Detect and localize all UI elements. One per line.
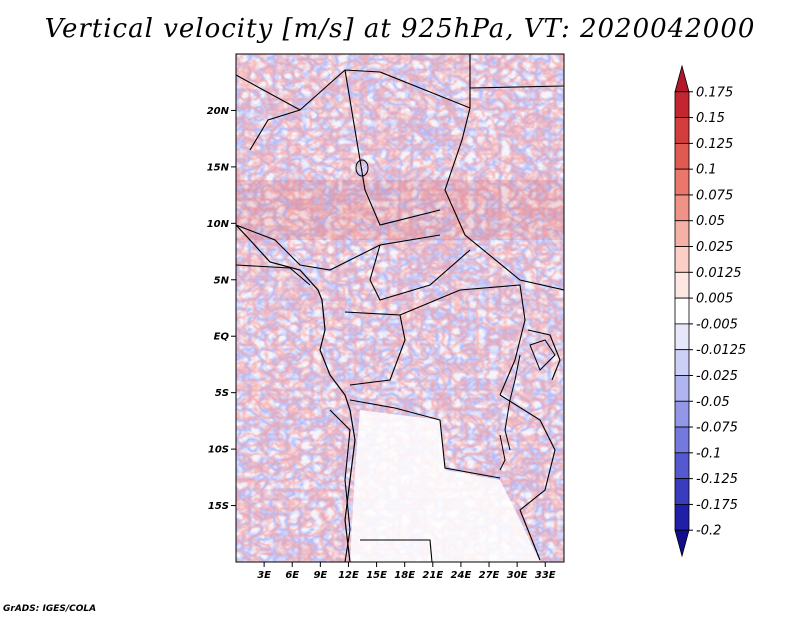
colorbar-swatch [674, 246, 690, 273]
colorbar-label: 0.125 [696, 137, 733, 152]
colorbar-label: 0.0125 [696, 266, 742, 281]
colorbar-swatch [674, 349, 690, 376]
calm-region [350, 410, 540, 562]
lon-tick-label: 30E [507, 570, 528, 581]
colorbar-label: -0.025 [696, 369, 738, 384]
lat-tick-label: 5S [215, 388, 229, 399]
map-title: Vertical velocity [m/s] at 925hPa, VT: 2… [44, 14, 756, 44]
lon-tick-label: 18E [394, 570, 415, 581]
country-borders [236, 54, 564, 562]
map-panel [235, 53, 565, 563]
map-frame [235, 53, 565, 563]
colorbar-swatch [674, 271, 690, 299]
lon-tick-label: 12E [338, 570, 359, 581]
coastline [236, 224, 356, 562]
colorbar-swatch [674, 426, 690, 454]
lat-tick-label: 5N [214, 275, 230, 286]
colorbar-label: 0.05 [696, 214, 725, 229]
colorbar-swatch [674, 297, 690, 325]
colorbar-swatch [674, 375, 690, 402]
latitude-axis: 20N 15N 10N 5N EQ 5S 10S 15S [207, 106, 236, 512]
colorbar-swatch [674, 194, 690, 222]
lon-tick-label: 9E [313, 570, 327, 581]
lat-tick-label: 10N [207, 219, 230, 230]
colorbar-label: -0.175 [696, 498, 738, 513]
colorbar-bottom-arrow [674, 529, 690, 558]
lon-tick-label: 24E [451, 570, 472, 581]
lakes [355, 159, 556, 471]
colorbar-swatch [674, 478, 690, 505]
colorbar-swatch [674, 117, 690, 144]
colorbar-label: -0.1 [696, 446, 721, 461]
lat-tick-label: 20N [207, 106, 230, 117]
lon-tick-label: 33E [535, 570, 556, 581]
red-band [236, 180, 564, 240]
lat-tick-label: 10S [208, 445, 229, 456]
colorbar-swatch [674, 452, 690, 480]
colorbar-swatch [674, 168, 690, 196]
colorbar-swatch [674, 91, 690, 118]
longitude-axis: 3E 6E 9E 12E 15E 18E 21E 24E 27E 30E 33E [257, 562, 556, 581]
colorbar-label: 0.175 [696, 85, 733, 100]
colorbar-label: 0.005 [696, 292, 733, 307]
lat-tick-label: 15S [208, 501, 229, 512]
colorbar-label: 0.15 [696, 111, 725, 126]
colorbar-label: -0.075 [696, 421, 738, 436]
colorbar-swatch [674, 400, 690, 428]
colorbar-swatch [674, 220, 690, 247]
colorbar: 0.175 0.15 0.125 0.1 0.075 0.05 0.025 0.0125 0.0… [674, 64, 746, 558]
colorbar-top-arrow [674, 64, 690, 93]
colorbar-label: -0.125 [696, 472, 738, 487]
colorbar-swatch [674, 323, 690, 351]
colorbar-label: 0.1 [696, 163, 717, 178]
colorbar-label: 0.025 [696, 240, 733, 255]
lat-tick-label: 15N [207, 162, 230, 173]
lon-tick-label: 3E [257, 570, 271, 581]
colorbar-label: 0.075 [696, 188, 733, 203]
grads-credit: GrADS: IGES/COLA [3, 604, 97, 614]
lon-tick-label: 21E [422, 570, 443, 581]
colorbar-label: -0.05 [696, 395, 730, 410]
colorbar-label: -0.2 [696, 524, 721, 539]
lon-tick-label: 15E [366, 570, 387, 581]
lon-tick-label: 6E [285, 570, 299, 581]
colorbar-label: -0.0125 [696, 343, 746, 358]
colorbar-label: -0.005 [696, 317, 738, 332]
lon-tick-label: 27E [479, 570, 500, 581]
colorbar-swatch [674, 142, 690, 170]
colorbar-swatch [674, 504, 690, 531]
lat-tick-label: EQ [214, 332, 230, 343]
